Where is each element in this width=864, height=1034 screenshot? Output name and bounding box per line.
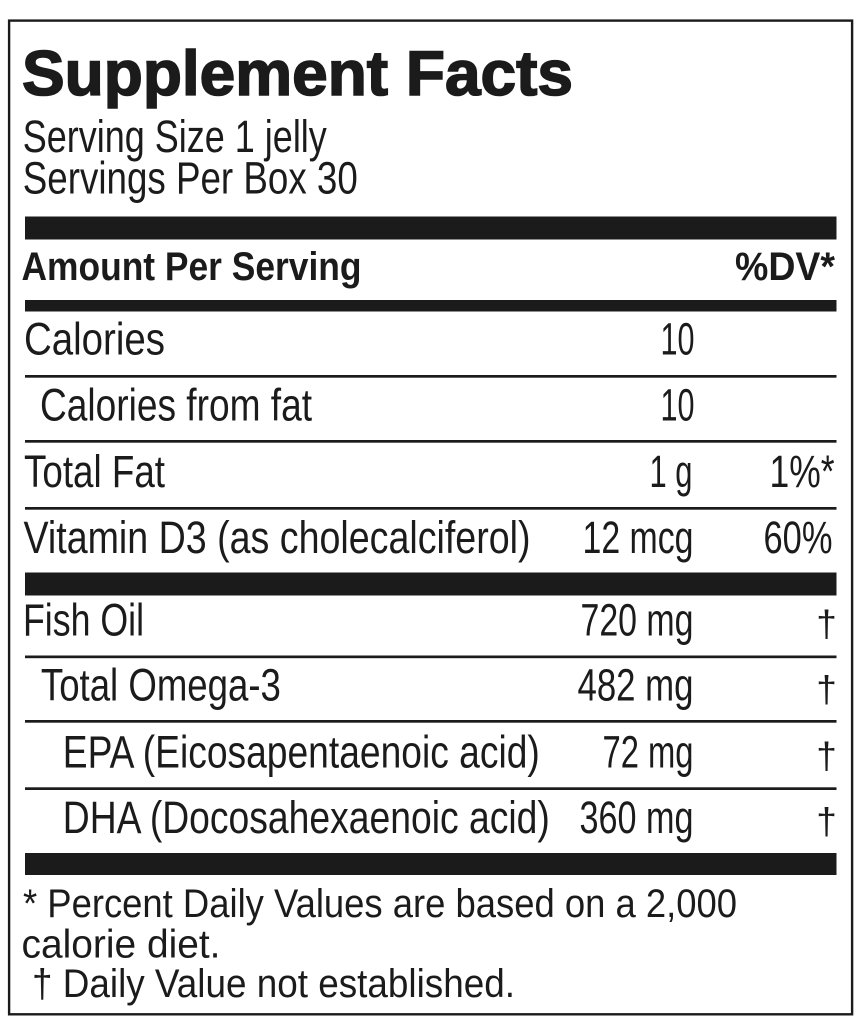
svg-text:* Percent Daily Values are bas: * Percent Daily Values are based on a 2,…: [23, 882, 737, 926]
svg-text:1 g: 1 g: [650, 446, 693, 497]
svg-text:†: †: [816, 736, 837, 777]
svg-text:12 mcg: 12 mcg: [583, 512, 694, 563]
svg-text:†: †: [816, 801, 837, 842]
svg-text:DHA (Docosahexaenoic acid): DHA (Docosahexaenoic acid): [63, 792, 550, 843]
svg-text:72 mg: 72 mg: [603, 726, 694, 777]
svg-text:Supplement Facts: Supplement Facts: [22, 39, 573, 109]
svg-text:Total Omega-3: Total Omega-3: [41, 660, 281, 711]
svg-text:Calories: Calories: [24, 314, 165, 365]
svg-text:†: †: [816, 604, 837, 645]
svg-text:Calories from fat: Calories from fat: [40, 380, 312, 431]
svg-text:Fish Oil: Fish Oil: [23, 594, 144, 645]
svg-text:Vitamin D3 (as cholecalciferol: Vitamin D3 (as cholecalciferol): [24, 512, 531, 563]
svg-text:Servings Per Box 30: Servings Per Box 30: [23, 153, 358, 204]
svg-text:10: 10: [661, 314, 695, 365]
svg-text:10: 10: [661, 380, 695, 431]
svg-text:Serving Size 1 jelly: Serving Size 1 jelly: [23, 111, 327, 162]
svg-text:720 mg: 720 mg: [581, 594, 694, 645]
svg-text:† Daily Value not established.: † Daily Value not established.: [32, 962, 515, 1006]
svg-text:360 mg: 360 mg: [580, 792, 694, 843]
svg-text:60%: 60%: [764, 512, 833, 563]
svg-text:%DV*: %DV*: [735, 245, 835, 289]
svg-text:1%*: 1%*: [770, 446, 835, 497]
svg-text:calorie diet.: calorie diet.: [22, 923, 221, 967]
svg-text:Amount Per Serving: Amount Per Serving: [22, 245, 362, 289]
svg-text:Total Fat: Total Fat: [24, 446, 165, 497]
svg-text:†: †: [816, 669, 837, 710]
svg-text:EPA (Eicosapentaenoic acid): EPA (Eicosapentaenoic acid): [63, 726, 540, 777]
svg-text:482 mg: 482 mg: [578, 660, 694, 711]
